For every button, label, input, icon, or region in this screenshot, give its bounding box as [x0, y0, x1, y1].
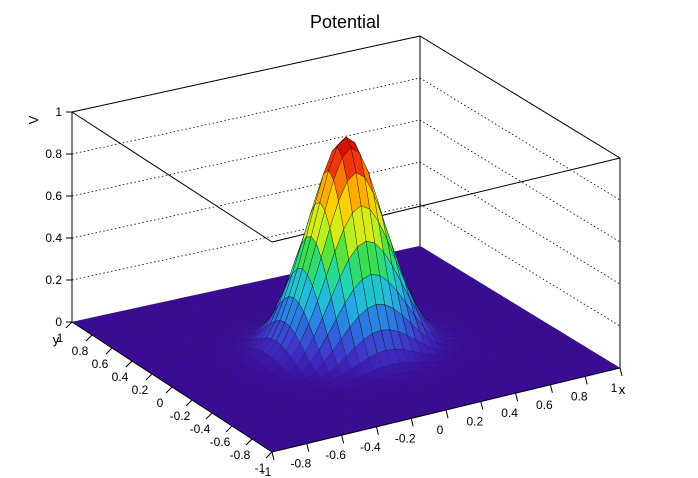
grid-line-z: [71, 203, 621, 327]
z-tick-label: 0.4: [45, 231, 62, 245]
y-tick: [105, 347, 113, 355]
x-tick: [619, 367, 623, 377]
x-tick-label: -0.2: [395, 431, 416, 445]
x-tick: [271, 451, 275, 461]
axes: -1-0.8-0.6-0.4-0.200.20.40.60.81-1-0.8-0…: [26, 105, 626, 478]
y-tick: [225, 425, 233, 433]
y-tick: [85, 334, 93, 342]
z-axis-title: V: [26, 115, 41, 124]
y-tick-label: 0.4: [112, 370, 129, 384]
y-axis-title: y: [53, 332, 60, 347]
x-tick: [549, 384, 553, 393]
y-tick: [265, 451, 273, 459]
surface: [71, 136, 621, 453]
x-tick-label: -0.4: [360, 440, 381, 454]
y-tick: [205, 412, 213, 420]
grid-line-z: [71, 161, 621, 285]
x-tick-label: 0.8: [571, 389, 588, 403]
grid-line-z: [71, 35, 621, 159]
y-tick: [125, 360, 133, 368]
x-tick: [515, 393, 519, 402]
y-tick-label: 0: [157, 396, 164, 410]
x-tick: [375, 426, 379, 435]
x-tick-label: 0.4: [501, 406, 518, 420]
y-tick: [65, 321, 73, 329]
y-tick-label: 1: [57, 331, 64, 345]
y-tick: [185, 399, 193, 407]
y-tick-label: 0.2: [132, 383, 149, 397]
x-tick: [445, 409, 449, 419]
y-tick-label: -1: [255, 461, 266, 475]
z-tick-label: 0: [55, 315, 62, 329]
grid-line-z: [71, 119, 621, 243]
x-tick-label: -0.8: [290, 457, 311, 471]
x-tick: [480, 401, 484, 410]
x-tick: [410, 418, 414, 427]
chart-title: Potential: [309, 12, 381, 32]
y-tick-label: -0.6: [210, 435, 231, 449]
x-tick: [306, 443, 310, 452]
z-tick-label: 0.8: [45, 147, 62, 161]
y-tick: [165, 386, 173, 394]
x-tick-label: -1: [261, 465, 272, 478]
y-tick-label: -0.4: [190, 422, 211, 436]
y-tick-label: 0.6: [92, 357, 109, 371]
y-tick-label: -0.8: [230, 448, 251, 462]
x-tick-label: 0: [437, 423, 444, 437]
z-tick-label: 1: [55, 105, 62, 119]
x-tick-label: -0.6: [325, 448, 346, 462]
x-tick-label: 0.2: [466, 415, 483, 429]
frame-edge: [71, 111, 273, 243]
x-tick: [584, 376, 588, 385]
y-tick-label: -0.2: [170, 409, 191, 423]
x-tick: [341, 435, 345, 444]
x-tick-label: 0.6: [536, 398, 553, 412]
x-axis-title: x: [619, 382, 626, 397]
grid-line-z: [71, 77, 621, 201]
y-tick: [145, 373, 153, 381]
x-tick-label: 1: [611, 381, 618, 395]
y-tick-label: 0.8: [72, 344, 89, 358]
z-tick-label: 0.2: [45, 273, 62, 287]
y-tick: [245, 438, 253, 446]
z-tick-label: 0.6: [45, 189, 62, 203]
